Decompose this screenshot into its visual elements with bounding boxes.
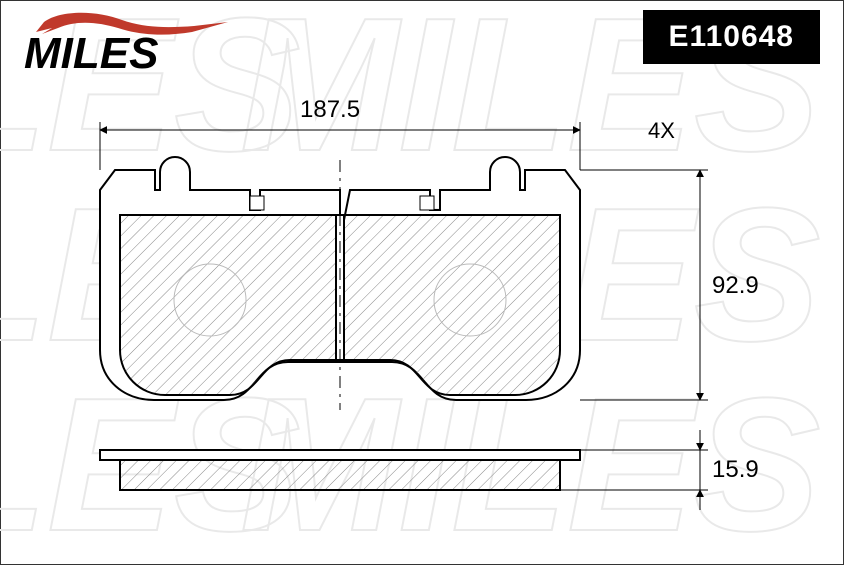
dim-thickness-label: 15.9 — [712, 456, 759, 484]
brake-pad-face-view — [100, 157, 600, 410]
quantity-note: 4X — [648, 118, 675, 144]
canvas: MILES MILES E110648 — [0, 0, 844, 565]
dim-width-label: 187.5 — [300, 96, 360, 124]
dim-height — [580, 170, 708, 400]
dim-height-label: 92.9 — [712, 272, 759, 300]
dim-thickness — [560, 430, 708, 510]
brake-pad-side-view — [100, 450, 580, 490]
